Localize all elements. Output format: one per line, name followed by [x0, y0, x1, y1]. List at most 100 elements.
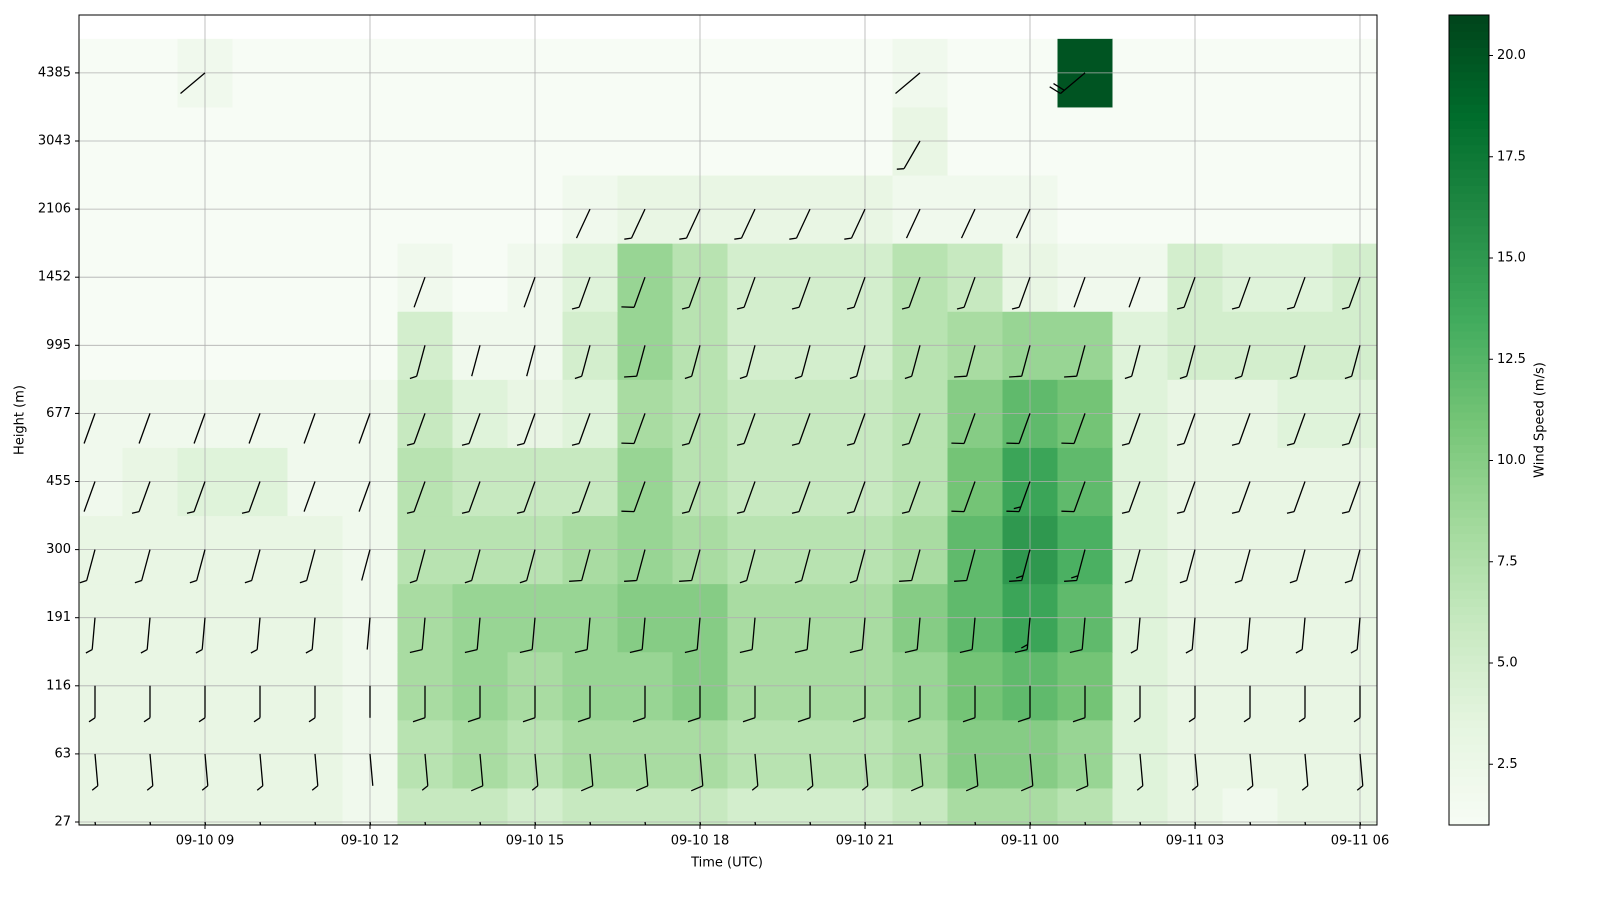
- colorbar-slice: [1449, 622, 1489, 632]
- y-axis-label: Height (m): [13, 385, 28, 455]
- barb-stroke: [1246, 753, 1254, 791]
- barb-stroke: [736, 276, 756, 310]
- colorbar-slice: [1449, 209, 1489, 219]
- barb-stroke: [1176, 481, 1196, 514]
- colorbar-slice: [1449, 695, 1489, 705]
- wind-barb: [577, 685, 591, 723]
- wind-barb: [962, 685, 976, 723]
- wind-barb: [201, 753, 209, 791]
- barb-stroke: [1011, 276, 1031, 310]
- wind-barb: [1179, 345, 1196, 380]
- barb-stroke: [1017, 685, 1031, 723]
- colorbar-slice: [1449, 330, 1489, 340]
- wind-barb: [358, 413, 371, 444]
- colorbar-slice: [1449, 614, 1489, 624]
- wind-barb: [681, 413, 701, 446]
- barb-stroke: [526, 345, 536, 377]
- wind-barb: [846, 481, 866, 514]
- barb-stroke: [624, 208, 646, 240]
- wind-barb: [574, 345, 591, 380]
- wind-barb: [681, 276, 701, 310]
- wind-barb: [1249, 821, 1252, 825]
- wind-barb: [849, 345, 866, 380]
- barb-stroke: [1049, 72, 1086, 95]
- wind-barb: [519, 617, 536, 654]
- plot-frame: [78, 14, 1378, 826]
- barb-stroke: [844, 208, 866, 240]
- wind-barb: [621, 481, 646, 513]
- barb-stroke: [259, 821, 262, 825]
- wind-barb: [736, 276, 756, 310]
- wind-barb: [1353, 685, 1361, 723]
- colorbar-slice: [1449, 266, 1489, 275]
- barb-stroke: [201, 753, 209, 791]
- wind-barb: [253, 685, 261, 723]
- heatmap-cell: [1277, 787, 1333, 825]
- colorbar-slice: [1449, 249, 1489, 259]
- wind-barb: [406, 413, 426, 446]
- barb-stroke: [461, 481, 481, 514]
- wind-barb: [85, 617, 96, 654]
- barb-stroke: [965, 753, 979, 792]
- barb-stroke: [516, 481, 536, 514]
- colorbar-tick-label: 2.5: [1497, 757, 1518, 772]
- barb-stroke: [1069, 617, 1086, 654]
- wind-barb: [1191, 753, 1199, 791]
- y-tick-label: 3043: [38, 134, 71, 149]
- heatmap-cell: [1112, 787, 1168, 825]
- wind-barb: [1176, 413, 1196, 446]
- heatmap-cell: [727, 787, 783, 825]
- colorbar-slice: [1449, 47, 1489, 57]
- wind-barb: [1286, 413, 1306, 446]
- colorbar-slice: [1449, 808, 1489, 818]
- barb-stroke: [464, 549, 481, 584]
- barb-stroke: [464, 617, 481, 654]
- colorbar-slice: [1449, 290, 1489, 300]
- barb-stroke: [794, 345, 811, 380]
- barb-stroke: [734, 208, 756, 240]
- barb-stroke: [471, 345, 481, 377]
- wind-barb: [1061, 413, 1086, 445]
- barb-stroke: [621, 413, 646, 445]
- colorbar-slice: [1449, 217, 1489, 227]
- colorbar-slice: [1449, 541, 1489, 551]
- colorbar-slice: [1449, 654, 1489, 664]
- y-tick-label: 116: [46, 678, 71, 693]
- heatmap-cell: [452, 787, 508, 825]
- barb-stroke: [253, 685, 261, 723]
- barb-stroke: [424, 821, 427, 825]
- barb-stroke: [789, 208, 811, 240]
- y-tick-label: 455: [46, 474, 71, 489]
- barb-stroke: [195, 617, 206, 654]
- wind-barb: [143, 685, 151, 723]
- wind-barb: [846, 413, 866, 446]
- barb-stroke: [1121, 413, 1141, 446]
- wind-barb: [1121, 481, 1141, 514]
- wind-barb: [794, 345, 811, 380]
- barb-stroke: [1289, 345, 1306, 380]
- wind-barb: [470, 753, 484, 792]
- barb-stroke: [951, 413, 976, 445]
- barb-stroke: [896, 140, 921, 170]
- wind-barb: [679, 208, 701, 240]
- heatmap-cell: [947, 787, 1003, 825]
- wind-barb: [467, 685, 481, 723]
- colorbar-slice: [1449, 638, 1489, 648]
- barb-stroke: [1191, 753, 1199, 791]
- colorbar-slice: [1449, 136, 1489, 146]
- barb-stroke: [960, 208, 976, 239]
- barb-stroke: [684, 345, 701, 380]
- barb-stroke: [146, 753, 154, 791]
- wind-barb: [794, 617, 811, 654]
- colorbar-slice: [1449, 735, 1489, 745]
- x-tick-label: 09-10 15: [506, 834, 564, 849]
- wind-barb: [960, 208, 976, 239]
- barb-stroke: [571, 276, 591, 310]
- wind-barb: [1298, 685, 1306, 723]
- barb-stroke: [962, 685, 976, 723]
- wind-barb: [901, 276, 921, 310]
- colorbar-slice: [1449, 460, 1489, 470]
- barb-stroke: [1061, 413, 1086, 445]
- wind-barb: [1234, 345, 1251, 380]
